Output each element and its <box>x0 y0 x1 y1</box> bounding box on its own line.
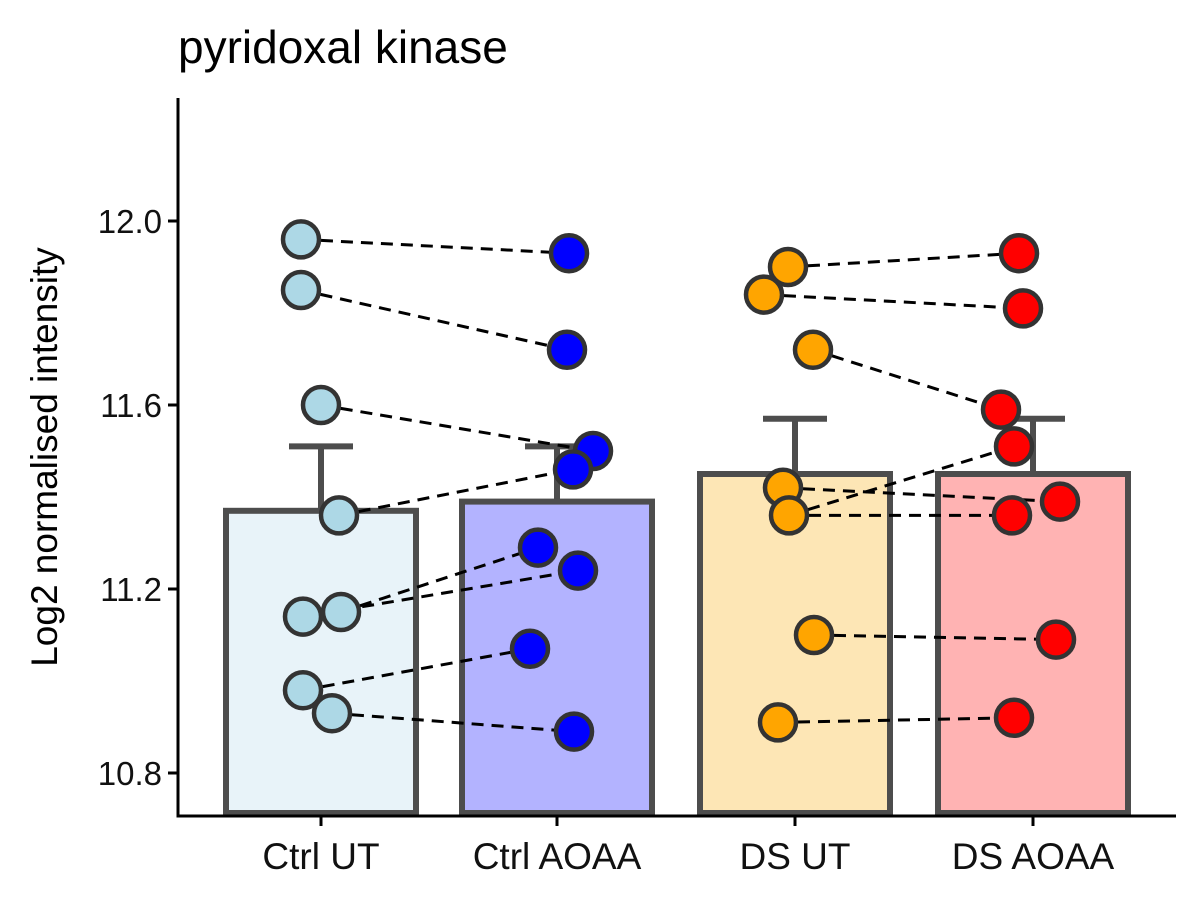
data-point-ctrl-aoaa-1 <box>546 329 588 371</box>
y-tick-label-1: 11.2 <box>100 571 162 608</box>
bar-3 <box>935 471 1131 816</box>
y-tick-label-2: 11.6 <box>100 387 162 424</box>
data-point-ds-aoaa-3 <box>993 426 1035 467</box>
x-tick-label-3: DS AOAA <box>952 836 1115 877</box>
pair-line-9 <box>763 293 1024 310</box>
pair-line-14 <box>813 633 1057 642</box>
data-point-ds-aoaa-6 <box>1035 619 1077 660</box>
plot-area: 10.8 11.2 11.6 12.0 Ctrl UT Ctrl AOAA DS UT DS … <box>98 98 1176 877</box>
data-point-ds-ut-0 <box>767 246 809 288</box>
data-point-ds-aoaa-7 <box>993 697 1035 739</box>
pair-line-2 <box>320 403 594 453</box>
pair-line-8 <box>787 251 1020 269</box>
x-tick-label-1: Ctrl AOAA <box>473 836 642 877</box>
data-point-ctrl-ut-5 <box>282 596 324 637</box>
y-tick-label-0: 10.8 <box>98 755 162 792</box>
data-point-ctrl-aoaa-4 <box>517 527 559 568</box>
data-point-ctrl-ut-7 <box>311 692 353 734</box>
x-tick-label-0: Ctrl UT <box>262 836 379 877</box>
bar-0 <box>223 507 419 816</box>
chart-title: pyridoxal kinase <box>178 21 508 73</box>
data-point-ctrl-ut-4 <box>320 591 362 633</box>
data-point-ctrl-ut-0 <box>280 219 322 260</box>
data-point-ctrl-ut-3 <box>318 495 360 536</box>
data-point-ctrl-ut-6 <box>282 669 324 711</box>
data-point-ds-ut-5 <box>793 614 835 656</box>
data-point-ctrl-aoaa-7 <box>553 711 595 752</box>
data-point-ds-ut-1 <box>743 274 785 315</box>
data-point-ctrl-aoaa-3 <box>552 449 594 490</box>
pair-line-0 <box>300 237 570 255</box>
data-point-ds-ut-6 <box>757 702 799 743</box>
pair-line-10 <box>812 348 1002 412</box>
data-point-ctrl-ut-2 <box>300 384 342 426</box>
y-tick-label-3: 12.0 <box>98 203 162 240</box>
y-axis-label: Log2 normalised intensity <box>24 247 65 667</box>
data-point-ctrl-aoaa-6 <box>509 628 551 670</box>
data-point-ds-aoaa-1 <box>1002 288 1044 329</box>
data-point-ds-aoaa-5 <box>991 495 1033 536</box>
pair-line-7 <box>331 711 575 734</box>
pair-line-4 <box>340 546 539 614</box>
data-point-ds-aoaa-2 <box>980 389 1022 430</box>
data-point-ctrl-aoaa-5 <box>557 550 599 591</box>
data-point-ds-aoaa-4 <box>1039 481 1081 522</box>
pair-line-1 <box>300 288 568 352</box>
data-point-ds-ut-2 <box>792 329 834 371</box>
x-tick-label-2: DS UT <box>740 836 851 877</box>
data-point-ctrl-ut-1 <box>280 269 322 311</box>
data-point-ctrl-aoaa-0 <box>548 232 590 274</box>
data-point-ds-ut-4 <box>768 495 810 536</box>
data-point-ds-aoaa-0 <box>998 232 1040 274</box>
